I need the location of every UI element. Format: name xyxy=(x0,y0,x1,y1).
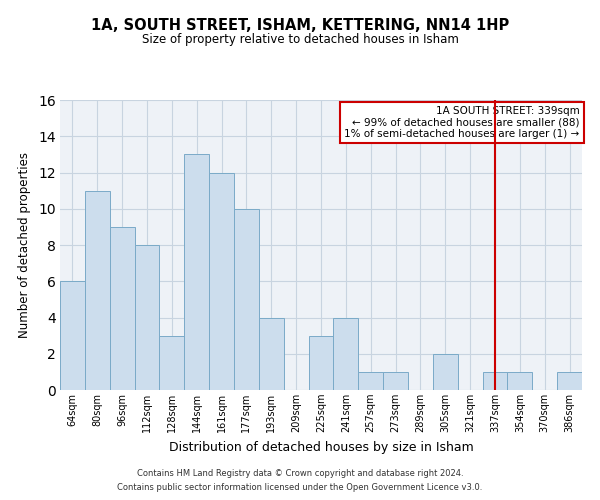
Bar xyxy=(234,209,259,390)
Bar xyxy=(60,281,85,390)
Bar xyxy=(557,372,582,390)
Bar xyxy=(160,336,184,390)
Text: Contains public sector information licensed under the Open Government Licence v3: Contains public sector information licen… xyxy=(118,484,482,492)
Bar xyxy=(383,372,408,390)
Bar xyxy=(334,318,358,390)
Bar xyxy=(85,190,110,390)
Text: Size of property relative to detached houses in Isham: Size of property relative to detached ho… xyxy=(142,32,458,46)
Bar xyxy=(508,372,532,390)
Text: Contains HM Land Registry data © Crown copyright and database right 2024.: Contains HM Land Registry data © Crown c… xyxy=(137,468,463,477)
Bar xyxy=(184,154,209,390)
Bar xyxy=(433,354,458,390)
Text: 1A SOUTH STREET: 339sqm
← 99% of detached houses are smaller (88)
1% of semi-det: 1A SOUTH STREET: 339sqm ← 99% of detache… xyxy=(344,106,580,139)
Bar xyxy=(308,336,334,390)
Bar xyxy=(358,372,383,390)
Bar xyxy=(110,227,134,390)
Bar xyxy=(482,372,508,390)
Bar xyxy=(134,245,160,390)
Text: 1A, SOUTH STREET, ISHAM, KETTERING, NN14 1HP: 1A, SOUTH STREET, ISHAM, KETTERING, NN14… xyxy=(91,18,509,32)
Y-axis label: Number of detached properties: Number of detached properties xyxy=(18,152,31,338)
Bar xyxy=(259,318,284,390)
Bar xyxy=(209,172,234,390)
X-axis label: Distribution of detached houses by size in Isham: Distribution of detached houses by size … xyxy=(169,440,473,454)
